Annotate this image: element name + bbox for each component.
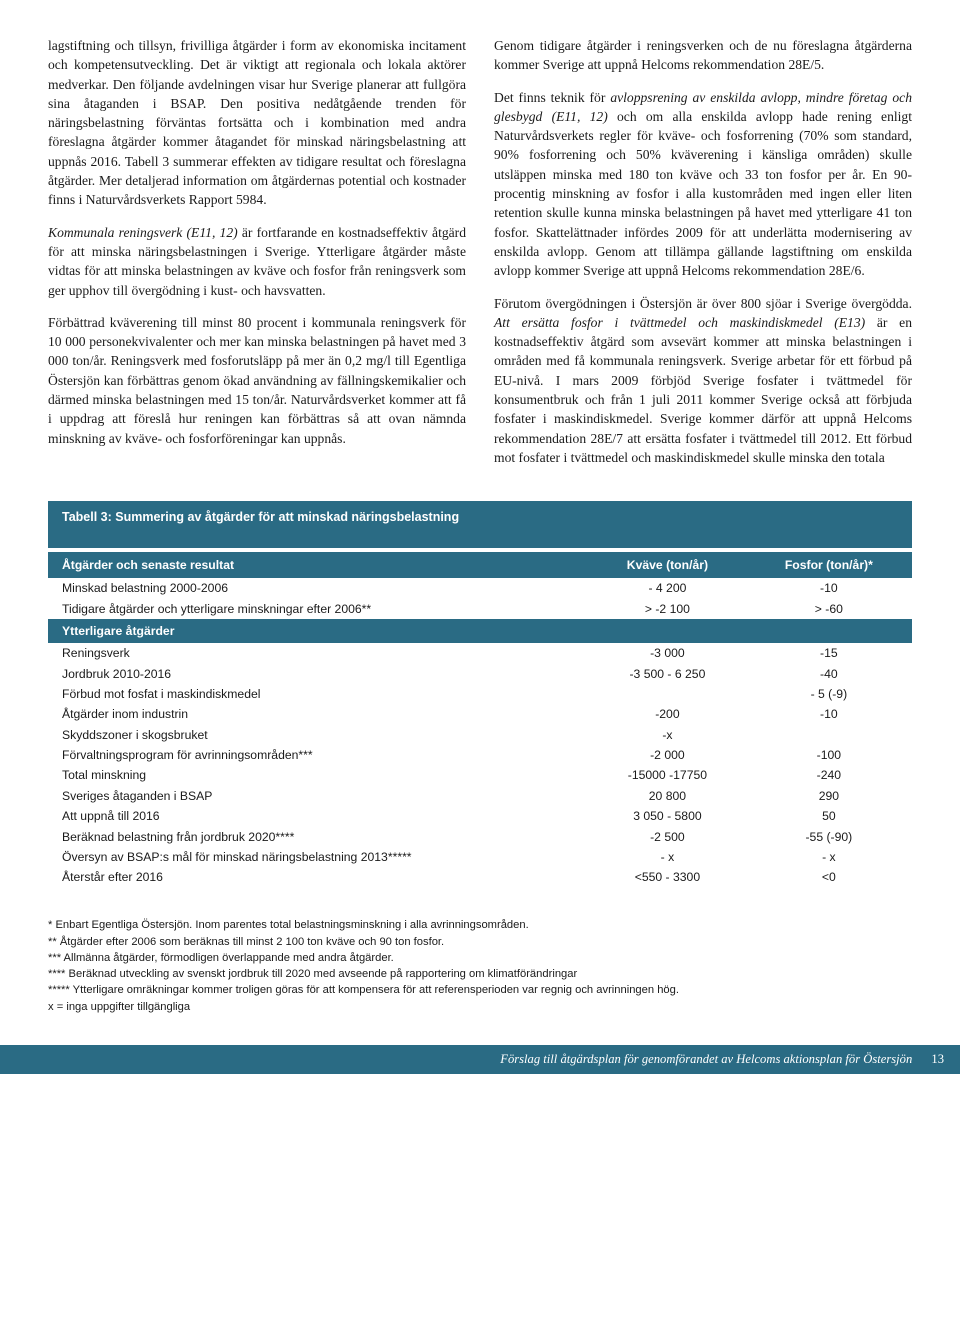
cell-label: Reningsverk [48,643,589,663]
cell-nitrogen: -15000 -17750 [589,765,746,785]
table-row: Reningsverk-3 000-15 [48,643,912,663]
cell-label: Återstår efter 2016 [48,867,589,887]
col-header-phosphorus: Fosfor (ton/år)* [746,552,912,578]
cell-phosphorus: 290 [746,786,912,806]
table-title: Tabell 3: Summering av åtgärder för att … [48,501,912,548]
subheader-label: Ytterligare åtgärder [48,619,912,643]
table-row: Beräknad belastning från jordbruk 2020**… [48,826,912,846]
cell-nitrogen: -3 500 - 6 250 [589,663,746,683]
measures-table: Åtgärder och senaste resultat Kväve (ton… [48,552,912,887]
footnotes: * Enbart Egentliga Östersjön. Inom paren… [48,917,912,1014]
table-row: Tidigare åtgärder och ytterligare minskn… [48,599,912,619]
cell-label: Tidigare åtgärder och ytterligare minskn… [48,599,589,619]
table-header-row: Åtgärder och senaste resultat Kväve (ton… [48,552,912,578]
table-row: Sveriges åtaganden i BSAP20 800290 [48,786,912,806]
cell-phosphorus: -55 (-90) [746,826,912,846]
cell-label: Total minskning [48,765,589,785]
page-footer: Förslag till åtgärdsplan för genomförand… [0,1045,960,1074]
footnote: *** Allmänna åtgärder, förmodligen överl… [48,950,912,966]
cell-phosphorus [746,724,912,744]
cell-label: Åtgärder inom industrin [48,704,589,724]
footnote: x = inga uppgifter tillgängliga [48,999,912,1015]
page-number: 13 [931,1052,944,1066]
paragraph: Kommunala reningsverk (E11, 12) är fortf… [48,223,466,300]
col-header-measures: Åtgärder och senaste resultat [48,552,589,578]
cell-nitrogen: -x [589,724,746,744]
paragraph: Det finns teknik för avloppsrening av en… [494,88,912,281]
right-column: Genom tidigare åtgärder i reningsverken … [494,36,912,467]
cell-phosphorus: -10 [746,578,912,598]
cell-label: Att uppnå till 2016 [48,806,589,826]
table-row: Skyddszoner i skogsbruket-x [48,724,912,744]
text-columns: lagstiftning och tillsyn, frivilliga åtg… [48,36,912,467]
text-run: Förutom övergödningen i Östersjön är öve… [494,296,912,311]
cell-nitrogen: -3 000 [589,643,746,663]
footnote: * Enbart Egentliga Östersjön. Inom paren… [48,917,912,933]
table-row: Minskad belastning 2000-2006 - 4 200 -10 [48,578,912,598]
table-row: Åtgärder inom industrin-200-10 [48,704,912,724]
cell-phosphorus: -15 [746,643,912,663]
table-row: Förbud mot fosfat i maskindiskmedel - 5 (… [48,684,912,704]
cell-label: Sveriges åtaganden i BSAP [48,786,589,806]
cell-nitrogen: -2 500 [589,826,746,846]
cell-phosphorus: -100 [746,745,912,765]
footer-text: Förslag till åtgärdsplan för genomförand… [500,1052,912,1066]
cell-nitrogen [589,684,746,704]
paragraph: lagstiftning och tillsyn, frivilliga åtg… [48,36,466,210]
page-body: lagstiftning och tillsyn, frivilliga åtg… [0,0,960,1015]
cell-phosphorus: - 5 (-9) [746,684,912,704]
table-row: Att uppnå till 20163 050 - 580050 [48,806,912,826]
cell-phosphorus: - x [746,847,912,867]
text-run: och om alla enskilda avlopp hade rening … [494,109,912,278]
cell-nitrogen: -2 000 [589,745,746,765]
cell-phosphorus: <0 [746,867,912,887]
text-run: är en kostnadseffektiv åtgärd som avsevä… [494,315,912,465]
cell-phosphorus: -10 [746,704,912,724]
cell-label: Skyddszoner i skogsbruket [48,724,589,744]
cell-nitrogen: <550 - 3300 [589,867,746,887]
footnote: ***** Ytterligare omräkningar kommer tro… [48,982,912,998]
paragraph: Förutom övergödningen i Östersjön är öve… [494,294,912,468]
cell-label: Översyn av BSAP:s mål för minskad näring… [48,847,589,867]
cell-nitrogen: - 4 200 [589,578,746,598]
col-header-nitrogen: Kväve (ton/år) [589,552,746,578]
table-row: Total minskning-15000 -17750-240 [48,765,912,785]
table-row: Förvaltningsprogram för avrinningsområde… [48,745,912,765]
table-subheader: Ytterligare åtgärder [48,619,912,643]
left-column: lagstiftning och tillsyn, frivilliga åtg… [48,36,466,467]
paragraph: Genom tidigare åtgärder i reningsverken … [494,36,912,75]
footnote: ** Åtgärder efter 2006 som beräknas till… [48,934,912,950]
footnote: **** Beräknad utveckling av svenskt jord… [48,966,912,982]
paragraph: Förbättrad kväverening till minst 80 pro… [48,313,466,448]
cell-nitrogen: - x [589,847,746,867]
table-row: Jordbruk 2010-2016-3 500 - 6 250-40 [48,663,912,683]
cell-label: Beräknad belastning från jordbruk 2020**… [48,826,589,846]
cell-label: Jordbruk 2010-2016 [48,663,589,683]
cell-phosphorus: -40 [746,663,912,683]
cell-nitrogen: > -2 100 [589,599,746,619]
table-row: Översyn av BSAP:s mål för minskad näring… [48,847,912,867]
text-run: Det finns teknik för [494,90,610,105]
emphasis: Att ersätta fosfor i tvättmedel och mask… [494,315,865,330]
cell-nitrogen: 3 050 - 5800 [589,806,746,826]
cell-nitrogen: -200 [589,704,746,724]
table-row: Återstår efter 2016<550 - 3300<0 [48,867,912,887]
cell-phosphorus: -240 [746,765,912,785]
cell-label: Förvaltningsprogram för avrinningsområde… [48,745,589,765]
cell-phosphorus: 50 [746,806,912,826]
emphasis: Kommunala reningsverk (E11, 12) [48,225,238,240]
cell-label: Förbud mot fosfat i maskindiskmedel [48,684,589,704]
cell-nitrogen: 20 800 [589,786,746,806]
cell-label: Minskad belastning 2000-2006 [48,578,589,598]
cell-phosphorus: > -60 [746,599,912,619]
